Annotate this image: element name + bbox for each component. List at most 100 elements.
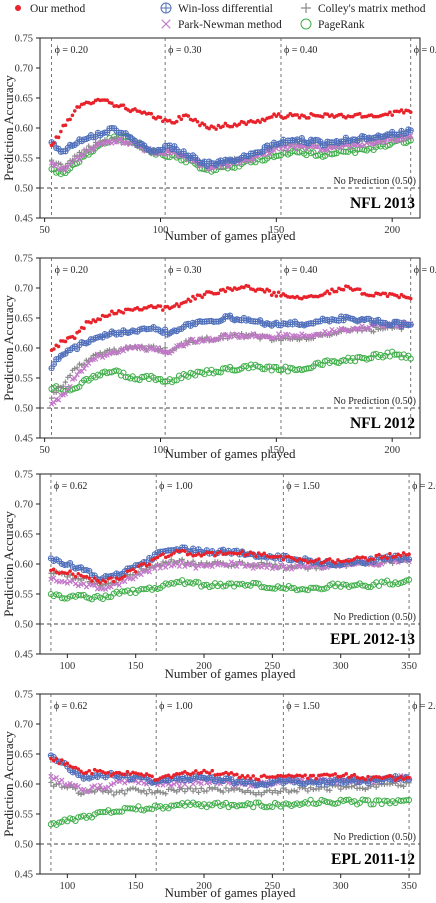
- data-point: [67, 372, 73, 379]
- data-point: [122, 578, 128, 585]
- series-our-method: [49, 283, 413, 353]
- data-point: [276, 112, 281, 116]
- data-point: [184, 579, 191, 586]
- data-point: [254, 363, 261, 370]
- data-point: [333, 561, 338, 565]
- y-tick-label: 0.75: [15, 34, 33, 45]
- data-point: [52, 141, 56, 145]
- x-tick-label: 100: [59, 881, 75, 892]
- data-point: [285, 331, 291, 338]
- x-tick-label: 50: [39, 225, 50, 236]
- data-point: [221, 124, 225, 129]
- data-point: [407, 355, 414, 362]
- data-point: [169, 775, 174, 780]
- data-point: [92, 356, 99, 362]
- data-point: [86, 567, 93, 575]
- data-point: [154, 585, 161, 593]
- data-point: [398, 782, 404, 788]
- data-point: [407, 775, 411, 780]
- data-point: [127, 141, 134, 147]
- data-point: [334, 289, 339, 294]
- series-win-loss-differential: [48, 124, 414, 170]
- data-point: [407, 321, 414, 328]
- data-point: [65, 571, 70, 576]
- series-win-loss-differential: [48, 312, 414, 372]
- legend-item: PageRank: [300, 18, 365, 31]
- data-point: [92, 582, 98, 588]
- data-point: [65, 761, 70, 766]
- data-point: [278, 554, 283, 559]
- data-point: [127, 786, 133, 792]
- y-tick-label: 0.75: [15, 690, 33, 701]
- data-point: [109, 774, 113, 778]
- data-point: [212, 561, 218, 567]
- x-tick-label: 150: [268, 225, 284, 236]
- data-point: [174, 119, 179, 124]
- data-point: [51, 571, 57, 577]
- legend-label: Park-Newman method: [178, 19, 282, 31]
- data-point: [187, 560, 193, 567]
- data-point: [110, 309, 114, 314]
- data-point: [93, 319, 98, 324]
- data-point: [392, 557, 399, 564]
- y-tick-label: 0.60: [15, 560, 33, 571]
- data-point: [76, 156, 83, 163]
- data-point: [179, 117, 184, 122]
- data-point: [185, 786, 191, 792]
- data-point: [55, 397, 62, 403]
- data-point: [223, 121, 228, 126]
- data-point: [262, 290, 267, 294]
- data-point: [77, 105, 82, 109]
- data-point: [67, 383, 73, 390]
- data-point: [407, 552, 411, 557]
- y-tick-label: 0.65: [15, 750, 33, 761]
- x-tick-label: 150: [268, 445, 284, 456]
- data-point: [109, 576, 113, 580]
- y-tick-label: 0.75: [15, 254, 33, 265]
- data-point: [262, 118, 267, 123]
- data-point: [250, 565, 256, 571]
- data-point: [173, 578, 180, 586]
- data-point: [184, 300, 188, 304]
- series-pagerank: [48, 348, 414, 395]
- data-point: [405, 576, 413, 583]
- data-point: [198, 123, 202, 128]
- data-point: [286, 114, 290, 118]
- data-point: [359, 582, 366, 589]
- data-point: [383, 291, 388, 296]
- data-point: [338, 786, 344, 792]
- data-point: [386, 581, 394, 588]
- data-point: [125, 769, 130, 774]
- data-point: [385, 556, 389, 561]
- phi-label: ϕ = 0.30: [168, 265, 201, 276]
- data-point: [407, 127, 414, 134]
- data-point: [174, 302, 179, 306]
- data-point: [133, 574, 139, 580]
- data-point: [202, 292, 207, 297]
- data-point: [352, 772, 357, 777]
- data-point: [405, 556, 413, 563]
- data-point: [321, 585, 328, 592]
- data-point: [90, 579, 94, 583]
- series-our-method: [49, 97, 413, 148]
- data-point: [313, 566, 319, 572]
- data-point: [131, 376, 139, 383]
- data-point: [110, 101, 114, 106]
- data-point: [297, 115, 302, 120]
- data-point: [220, 583, 227, 590]
- data-point: [306, 116, 311, 120]
- data-point: [343, 779, 350, 786]
- data-point: [269, 565, 276, 572]
- x-tick-label: 200: [384, 225, 400, 236]
- data-point: [75, 583, 81, 589]
- data-point: [385, 294, 390, 299]
- data-point: [408, 296, 413, 301]
- legend-label: PageRank: [318, 19, 365, 31]
- data-point: [92, 576, 97, 580]
- data-point: [363, 777, 368, 782]
- data-point: [263, 363, 271, 370]
- data-point: [314, 776, 318, 781]
- data-point: [68, 117, 72, 122]
